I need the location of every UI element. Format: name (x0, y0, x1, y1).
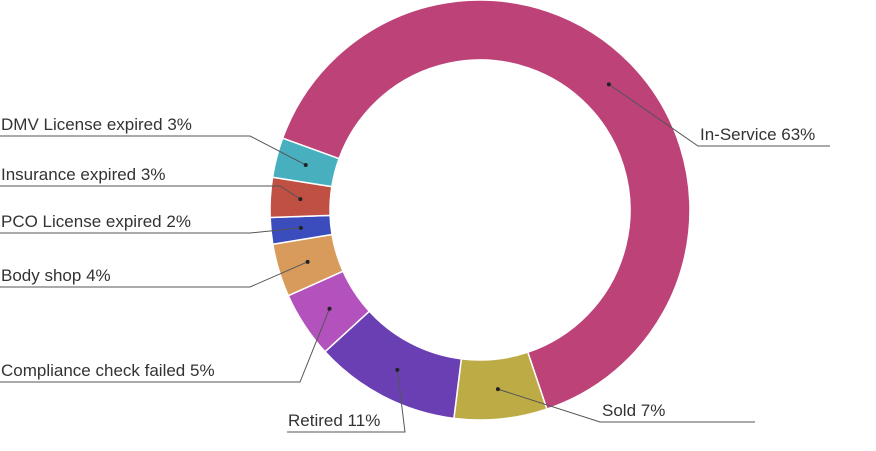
leader-line (0, 308, 330, 383)
slice-name: PCO License expired (1, 212, 162, 231)
leader-line (287, 369, 406, 433)
slice-name: Retired (288, 411, 343, 430)
leader-dot (395, 367, 400, 372)
leader-line (0, 135, 306, 166)
slice-label: PCO License expired 2% (1, 212, 191, 231)
slice-value: 11% (348, 411, 381, 430)
donut-slice (281, 0, 691, 411)
leader-dot (327, 306, 332, 311)
leader-line (608, 83, 830, 147)
slice-value: 3% (141, 165, 166, 184)
leader-dot (303, 162, 308, 167)
slice-label: Compliance check failed 5% (1, 361, 215, 380)
slice-value: 4% (86, 266, 111, 285)
slice-label: In-Service 63% (700, 125, 815, 144)
slice-label: Retired 11% (288, 411, 380, 430)
leader-dot (298, 225, 303, 230)
slice-value: 5% (190, 361, 215, 380)
leader-line (0, 261, 308, 288)
slice-name: Sold (602, 401, 636, 420)
donut-slice (271, 137, 341, 188)
leader-dot (606, 82, 611, 87)
slice-name: DMV License expired (1, 115, 163, 134)
slice-label: Sold 7% (602, 401, 665, 420)
slice-name: In-Service (700, 125, 777, 144)
leader-line (497, 388, 755, 423)
leader-line (0, 227, 301, 234)
slice-name: Compliance check failed (1, 361, 185, 380)
slice-value: 7% (641, 401, 666, 420)
leader-dot (495, 387, 500, 392)
slice-label: DMV License expired 3% (1, 115, 192, 134)
slice-name: Body shop (1, 266, 81, 285)
slice-value: 63% (781, 125, 815, 144)
leader-line (0, 185, 301, 200)
slice-label: Insurance expired 3% (1, 165, 165, 184)
leader-dot (298, 197, 303, 202)
leader-dot (305, 259, 310, 264)
slice-name: Insurance expired (1, 165, 136, 184)
slice-value: 2% (166, 212, 191, 231)
slice-label: Body shop 4% (1, 266, 111, 285)
slice-value: 3% (167, 115, 192, 134)
